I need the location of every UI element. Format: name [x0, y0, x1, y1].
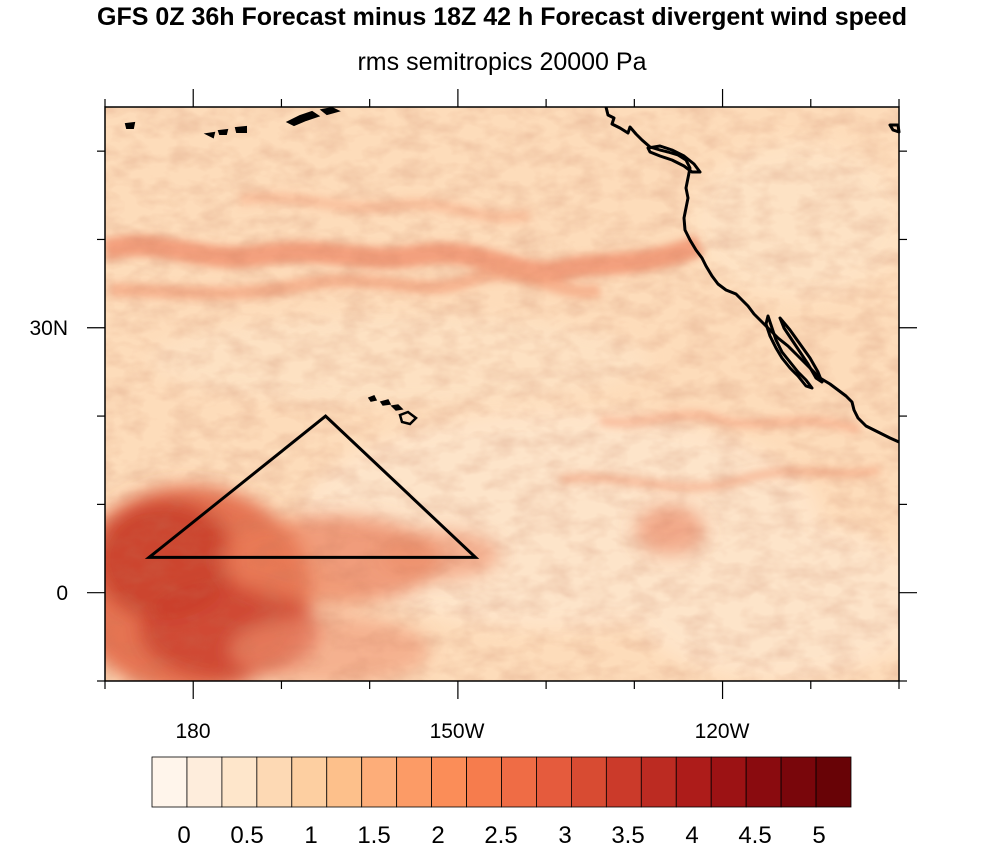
colorbar-swatch: [291, 756, 328, 808]
region-triangle-outline: [144, 414, 480, 559]
colorbar-swatch: [431, 756, 467, 808]
colorbar-label: 3.5: [611, 822, 644, 847]
colorbar-label: 2: [431, 822, 444, 847]
x-tick-label-180: 180: [175, 720, 210, 743]
colorbar-swatch: [605, 756, 642, 808]
colorbar-swatch: [780, 756, 817, 808]
y-tick-label-0: 0: [56, 582, 68, 605]
colorbar-swatch: [745, 756, 782, 808]
x-tick-label-120w: 120W: [695, 720, 750, 743]
colorbar-swatch: [186, 756, 223, 808]
colorbar-swatch: [396, 756, 432, 808]
colorbar-label: 2.5: [484, 822, 517, 847]
field-texture: [105, 107, 899, 681]
axis-ticks: [87, 89, 917, 699]
colorbar-label: 0: [177, 822, 190, 847]
colorbar-swatch: [501, 756, 537, 808]
coastlines: [604, 106, 901, 444]
colorbar-swatch: [256, 756, 293, 808]
plot-frame: [104, 106, 900, 682]
colorbar-swatch: [536, 756, 572, 808]
colorbar-label: 5: [812, 822, 825, 847]
field-layer: [105, 107, 899, 681]
colorbar-label: 0.5: [230, 822, 263, 847]
hawaii-islands: [367, 395, 418, 426]
colorbar-swatch: [326, 756, 363, 808]
colorbar-labels: 0 0.5 1 1.5 2 2.5 3 3.5 4 4.5 5: [177, 822, 825, 847]
colorbar-label: 1.5: [357, 822, 390, 847]
colorbar-swatch: [640, 756, 677, 808]
colorbar-swatch: [221, 756, 258, 808]
colorbar-swatch: [571, 756, 607, 808]
chart-title: GFS 0Z 36h Forecast minus 18Z 42 h Forec…: [97, 3, 907, 31]
baja-california: [764, 314, 824, 390]
colorbar-label: 4.5: [738, 822, 771, 847]
san-francisco-bay: [646, 144, 702, 174]
chart-subtitle: rms semitropics 20000 Pa: [357, 48, 647, 76]
colorbar-swatch: [466, 756, 502, 808]
y-tick-label-30n: 30N: [29, 317, 68, 340]
west-coast-north-america: [604, 106, 900, 444]
colorbar-label: 4: [685, 822, 698, 847]
colorbar-swatch: [151, 756, 188, 808]
colorbar-swatch: [815, 756, 852, 808]
aleutian-islands: [124, 106, 341, 139]
colorbar-swatch: [710, 756, 747, 808]
colorbar-label: 1: [304, 822, 317, 847]
x-tick-label-150w: 150W: [430, 720, 485, 743]
colorbar: [151, 756, 852, 808]
colorbar-swatch: [675, 756, 712, 808]
colorbar-swatch: [361, 756, 398, 808]
colorbar-label: 3: [558, 822, 571, 847]
